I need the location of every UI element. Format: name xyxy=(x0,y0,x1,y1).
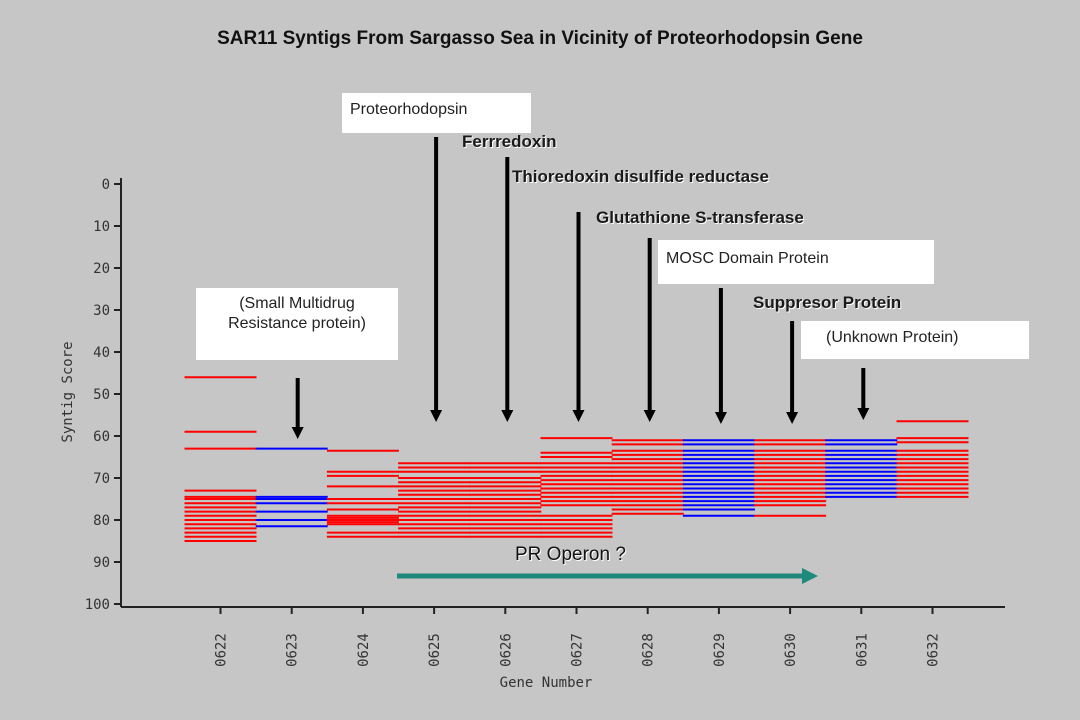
y-tick-label: 30 xyxy=(93,303,110,319)
x-tick-label: 0631 xyxy=(854,633,870,667)
annotation-arrow-head xyxy=(572,410,585,422)
y-tick-label: 100 xyxy=(85,597,110,613)
x-tick-label: 0630 xyxy=(783,633,799,667)
operon-label: PR Operon ? xyxy=(515,544,626,565)
x-tick-label: 0628 xyxy=(641,633,657,667)
chart-title: SAR11 Syntigs From Sargasso Sea in Vicin… xyxy=(217,28,863,49)
annotation-label-mosc: MOSC Domain Protein xyxy=(658,240,934,284)
x-tick-label: 0625 xyxy=(427,633,443,667)
y-tick-label: 80 xyxy=(93,513,110,529)
operon-arrow xyxy=(397,568,818,584)
y-tick-label: 50 xyxy=(93,387,110,403)
y-tick-label: 20 xyxy=(93,261,110,277)
y-axis-label: Syntig Score xyxy=(60,341,76,442)
x-tick-label: 0632 xyxy=(926,633,942,667)
x-ticks: 0622 0623 0624 0625 0626 0627 0628 0629 0630 0631… xyxy=(214,607,942,667)
annotation-arrow-head xyxy=(857,408,870,420)
y-ticks: 0 10 20 30 40 50 60 70 80 90 100 xyxy=(85,177,121,613)
x-axis-label: Gene Number xyxy=(500,675,593,691)
annotation-arrow-head xyxy=(643,410,656,422)
y-tick-label: 90 xyxy=(93,555,110,571)
annotation-arrow-head xyxy=(291,427,304,439)
y-tick-label: 40 xyxy=(93,345,110,361)
annotation-arrow-head xyxy=(430,410,443,422)
annotation-arrow-head xyxy=(786,412,799,424)
annotation-label-glutathione: Glutathione S-transferase xyxy=(596,208,804,227)
x-tick-label: 0624 xyxy=(356,633,372,667)
x-tick-label: 0626 xyxy=(498,633,514,667)
y-tick-label: 60 xyxy=(93,429,110,445)
annotation-label-ferredoxin: Ferrredoxin xyxy=(462,132,557,151)
annotation-arrows xyxy=(291,137,870,439)
x-tick-label: 0622 xyxy=(214,633,230,667)
x-tick-label: 0623 xyxy=(285,633,301,667)
annotation-arrow-head xyxy=(714,412,727,424)
x-tick-label: 0627 xyxy=(570,633,586,667)
annotation-label-suppresor: Suppresor Protein xyxy=(753,293,902,312)
chart-axes xyxy=(120,178,1005,608)
annotation-arrow-head xyxy=(501,410,514,422)
operon-arrow-head xyxy=(802,568,818,584)
annotation-label-unknown: (Unknown Protein) xyxy=(801,321,1029,359)
annotation-label-small-multidrug: (Small Multidrug Resistance protein) xyxy=(196,288,398,360)
y-tick-label: 70 xyxy=(93,471,110,487)
annotation-label-thioredoxin: Thioredoxin disulfide reductase xyxy=(512,167,769,186)
y-tick-label: 10 xyxy=(93,219,110,235)
x-tick-label: 0629 xyxy=(712,633,728,667)
y-tick-label: 0 xyxy=(102,177,110,193)
syntig-bars xyxy=(184,376,969,542)
annotation-label-proteorhodopsin: Proteorhodopsin xyxy=(342,93,531,133)
